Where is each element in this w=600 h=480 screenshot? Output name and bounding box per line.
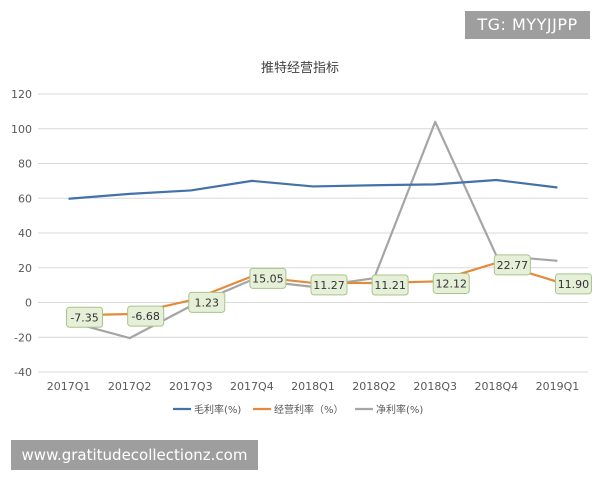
data-label-box <box>66 306 104 328</box>
y-axis-ticks: 120 100 80 60 40 20 0 -20 -40 <box>11 88 32 379</box>
watermark-bottom: www.gratitudecollectionz.com <box>11 440 258 470</box>
chart-title: 推特经营指标 <box>261 61 339 76</box>
data-label: 11.27 <box>310 274 348 296</box>
data-label: 22.77 <box>493 254 531 276</box>
y-tick-label: -40 <box>14 366 32 379</box>
y-tick-label: 100 <box>11 123 32 136</box>
data-label: 11.90 <box>554 273 592 295</box>
data-label-box <box>310 274 348 296</box>
x-axis-ticks: 2017Q1 2017Q2 2017Q3 2017Q4 2018Q1 2018Q2 2018… <box>47 380 580 393</box>
legend-item: 经营利率（%） <box>253 403 344 416</box>
data-label-text: 11.27 <box>313 279 345 292</box>
y-tick-label: 120 <box>11 88 32 101</box>
data-label-box <box>249 267 287 289</box>
x-tick-label: 2018Q3 <box>413 380 457 393</box>
x-tick-label: 2018Q1 <box>291 380 335 393</box>
data-label-text: 22.77 <box>497 259 529 272</box>
data-label-box <box>432 272 470 294</box>
legend-item: 毛利率(%) <box>173 403 241 416</box>
data-label-box <box>371 274 409 296</box>
data-label: 1.23 <box>188 291 226 313</box>
data-label-box <box>188 291 226 313</box>
data-labels: -7.35 -6.68 1.23 15.05 11.27 11.21 12.12 22.77 1… <box>66 254 592 328</box>
data-label: 15.05 <box>249 267 287 289</box>
x-tick-label: 2018Q4 <box>475 380 519 393</box>
x-tick-label: 2017Q1 <box>47 380 91 393</box>
series-line-0 <box>68 178 558 200</box>
y-tick-label: 20 <box>18 262 32 275</box>
data-label-box <box>554 273 592 295</box>
data-label: -6.68 <box>127 305 165 327</box>
x-tick-label: 2017Q4 <box>230 380 274 393</box>
data-label-text: -6.68 <box>131 310 159 323</box>
legend-label: 净利率(%) <box>376 403 423 416</box>
data-label-box <box>493 254 531 276</box>
y-tick-label: 0 <box>25 297 32 310</box>
legend-item: 净利率(%) <box>355 403 423 416</box>
data-label-box <box>127 305 165 327</box>
x-tick-label: 2018Q2 <box>352 380 396 393</box>
x-tick-label: 2017Q3 <box>169 380 213 393</box>
legend-label: 经营利率（%） <box>274 403 344 416</box>
data-label-text: 15.05 <box>252 272 284 285</box>
y-tick-label: -20 <box>14 331 32 344</box>
legend: 毛利率(%) 经营利率（%） 净利率(%) <box>173 403 423 416</box>
data-label-text: 11.21 <box>374 279 406 292</box>
data-label: 12.12 <box>432 272 470 294</box>
data-label-text: 11.90 <box>558 278 590 291</box>
y-tick-label: 40 <box>18 227 32 240</box>
data-label-text: 12.12 <box>435 277 467 290</box>
data-label: 11.21 <box>371 274 409 296</box>
data-label: -7.35 <box>66 306 104 328</box>
watermark-top: TG: MYYJJPP <box>465 11 590 39</box>
x-tick-label: 2019Q1 <box>536 380 580 393</box>
y-tick-label: 60 <box>18 192 32 205</box>
legend-label: 毛利率(%) <box>194 403 241 416</box>
grid <box>38 93 588 373</box>
y-tick-label: 80 <box>18 158 32 171</box>
data-label-text: -7.35 <box>70 311 98 324</box>
x-tick-label: 2017Q2 <box>108 380 152 393</box>
data-label-text: 1.23 <box>195 296 220 309</box>
